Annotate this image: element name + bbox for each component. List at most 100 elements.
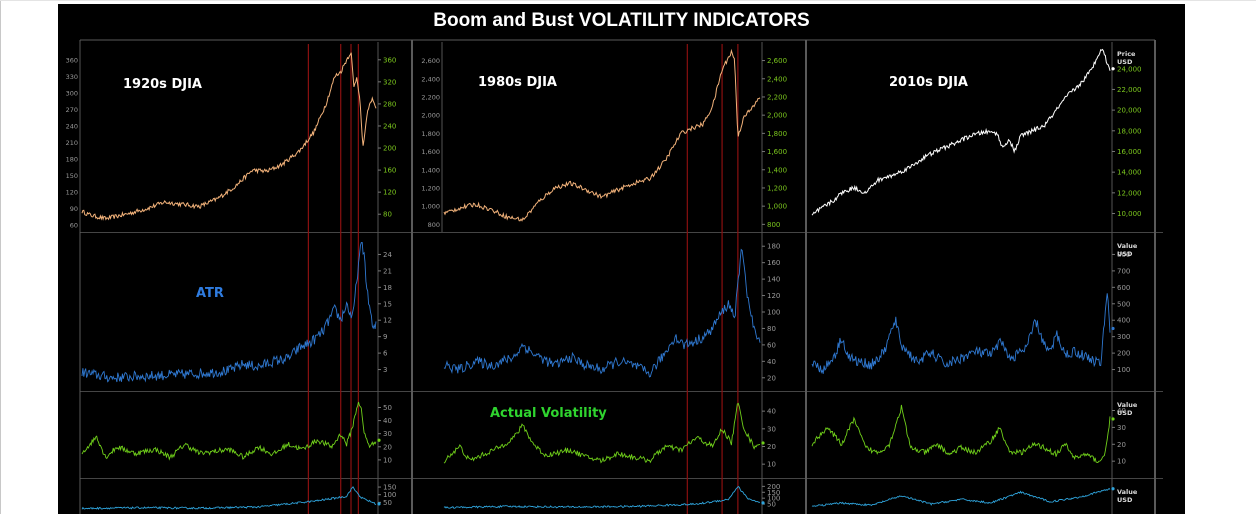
right-tick-label: 40 bbox=[1117, 407, 1126, 415]
left-tick-label: 150 bbox=[66, 172, 78, 180]
axis-title: USD bbox=[1117, 409, 1133, 417]
left-tick-label: 60 bbox=[70, 222, 78, 230]
right-tick-label: 22,000 bbox=[1117, 86, 1142, 94]
right-tick-label: 200 bbox=[383, 145, 396, 153]
left-tick-label: 1,800 bbox=[421, 130, 440, 138]
axis-title: Value bbox=[1117, 401, 1138, 409]
axis-title: Value bbox=[1117, 488, 1138, 496]
left-tick-label: 2,400 bbox=[421, 75, 440, 83]
left-tick-label: 2,200 bbox=[421, 93, 440, 101]
left-tick-label: 120 bbox=[66, 189, 78, 197]
right-tick-label: 50 bbox=[767, 501, 776, 509]
right-tick-label: 2,000 bbox=[767, 112, 787, 120]
left-tick-label: 2,000 bbox=[421, 112, 440, 120]
right-tick-label: 100 bbox=[383, 491, 396, 499]
right-tick-label: 200 bbox=[1117, 350, 1130, 358]
last-value-marker bbox=[377, 438, 381, 442]
series-line-bottom bbox=[811, 487, 1111, 507]
right-tick-label: 20,000 bbox=[1117, 107, 1142, 115]
right-tick-label: 50 bbox=[383, 499, 392, 507]
panel-title: 1920s DJIA bbox=[123, 77, 202, 92]
series-line-bottom bbox=[443, 485, 761, 509]
series-line-bottom bbox=[81, 486, 377, 510]
right-tick-label: 600 bbox=[1117, 284, 1130, 292]
right-tick-label: 18,000 bbox=[1117, 127, 1142, 135]
last-value-marker bbox=[761, 441, 765, 445]
right-tick-label: 40 bbox=[383, 417, 392, 425]
right-tick-label: 1,200 bbox=[767, 184, 787, 192]
right-tick-label: 320 bbox=[383, 78, 396, 86]
panel-title: 2010s DJIA bbox=[889, 75, 968, 90]
series-line-volatility bbox=[443, 402, 761, 464]
right-tick-label: 700 bbox=[1117, 267, 1130, 275]
series-line-price bbox=[81, 52, 377, 221]
right-tick-label: 40 bbox=[767, 358, 776, 366]
right-tick-label: 16,000 bbox=[1117, 148, 1142, 156]
right-tick-label: 240 bbox=[383, 122, 396, 130]
right-tick-label: 100 bbox=[767, 495, 780, 503]
series-line-price bbox=[811, 48, 1111, 216]
chart-panel-2010s: 24,000 22,000 20,000 18,000 16,000 14,000 12,0… bbox=[811, 42, 1142, 514]
left-tick-label: 90 bbox=[70, 205, 78, 213]
right-tick-label: 30 bbox=[383, 430, 392, 438]
right-tick-label: 2,600 bbox=[767, 57, 787, 65]
axis-title: Value bbox=[1117, 242, 1138, 250]
axis-title: Price bbox=[1117, 50, 1136, 58]
overlay-label: ATR bbox=[196, 286, 224, 301]
series-line-price bbox=[443, 48, 761, 222]
overlay-label: Actual Volatility bbox=[490, 406, 607, 421]
right-tick-label: 21 bbox=[383, 267, 392, 275]
right-tick-label: 100 bbox=[767, 309, 780, 317]
charts-svg: 3603202802402001601208036033030027024021… bbox=[66, 39, 1163, 514]
right-tick-label: 24,000 bbox=[1117, 65, 1142, 73]
left-tick-label: 300 bbox=[66, 89, 78, 97]
right-tick-label: 800 bbox=[1117, 251, 1130, 259]
last-value-marker bbox=[1111, 487, 1115, 491]
chart-panel-1920s: 3603202802402001601208036033030027024021… bbox=[66, 42, 396, 514]
right-tick-label: 150 bbox=[767, 489, 780, 497]
left-tick-label: 2,600 bbox=[421, 57, 440, 65]
right-tick-label: 60 bbox=[767, 341, 776, 349]
right-tick-label: 180 bbox=[767, 243, 780, 251]
right-tick-label: 12,000 bbox=[1117, 189, 1142, 197]
right-tick-label: 2,400 bbox=[767, 75, 787, 83]
right-tick-label: 2,200 bbox=[767, 93, 787, 101]
left-tick-label: 330 bbox=[66, 73, 78, 81]
last-value-marker bbox=[761, 501, 765, 505]
series-line-atr bbox=[443, 248, 761, 378]
right-tick-label: 280 bbox=[383, 100, 396, 108]
left-tick-label: 360 bbox=[66, 56, 78, 64]
panel-title: 1980s DJIA bbox=[478, 75, 557, 90]
chart-panel-1980s: 2,600 2,400 2,200 2,000 1,800 1,600 1,400 1,200… bbox=[421, 42, 787, 514]
right-tick-label: 9 bbox=[383, 333, 387, 341]
right-tick-label: 50 bbox=[383, 404, 392, 412]
right-tick-label: 360 bbox=[383, 56, 396, 64]
right-tick-label: 10 bbox=[767, 461, 776, 469]
right-tick-label: 24 bbox=[383, 251, 392, 259]
right-tick-label: 120 bbox=[767, 292, 780, 300]
left-tick-label: 180 bbox=[66, 156, 78, 164]
right-tick-label: 500 bbox=[1117, 300, 1130, 308]
right-tick-label: 160 bbox=[767, 259, 780, 267]
left-tick-label: 270 bbox=[66, 106, 78, 114]
right-tick-label: 300 bbox=[1117, 333, 1130, 341]
left-tick-label: 1,400 bbox=[421, 166, 440, 174]
right-tick-label: 40 bbox=[767, 408, 776, 416]
right-tick-label: 1,400 bbox=[767, 166, 787, 174]
right-tick-label: 12 bbox=[383, 317, 392, 325]
last-value-marker bbox=[1111, 67, 1115, 71]
last-value-marker bbox=[377, 502, 381, 506]
last-value-marker bbox=[1111, 326, 1115, 331]
right-tick-label: 200 bbox=[767, 483, 780, 491]
right-tick-label: 30 bbox=[767, 425, 776, 433]
right-tick-label: 80 bbox=[383, 211, 392, 219]
right-tick-label: 800 bbox=[767, 221, 780, 229]
top-edge-line bbox=[0, 0, 1256, 1]
axis-title: USD bbox=[1117, 58, 1133, 66]
right-tick-label: 3 bbox=[383, 366, 387, 374]
right-tick-label: 20 bbox=[1117, 441, 1126, 449]
right-tick-label: 14,000 bbox=[1117, 169, 1142, 177]
right-tick-label: 10,000 bbox=[1117, 210, 1142, 218]
left-tick-label: 1,200 bbox=[421, 184, 440, 192]
right-tick-label: 1,600 bbox=[767, 148, 787, 156]
